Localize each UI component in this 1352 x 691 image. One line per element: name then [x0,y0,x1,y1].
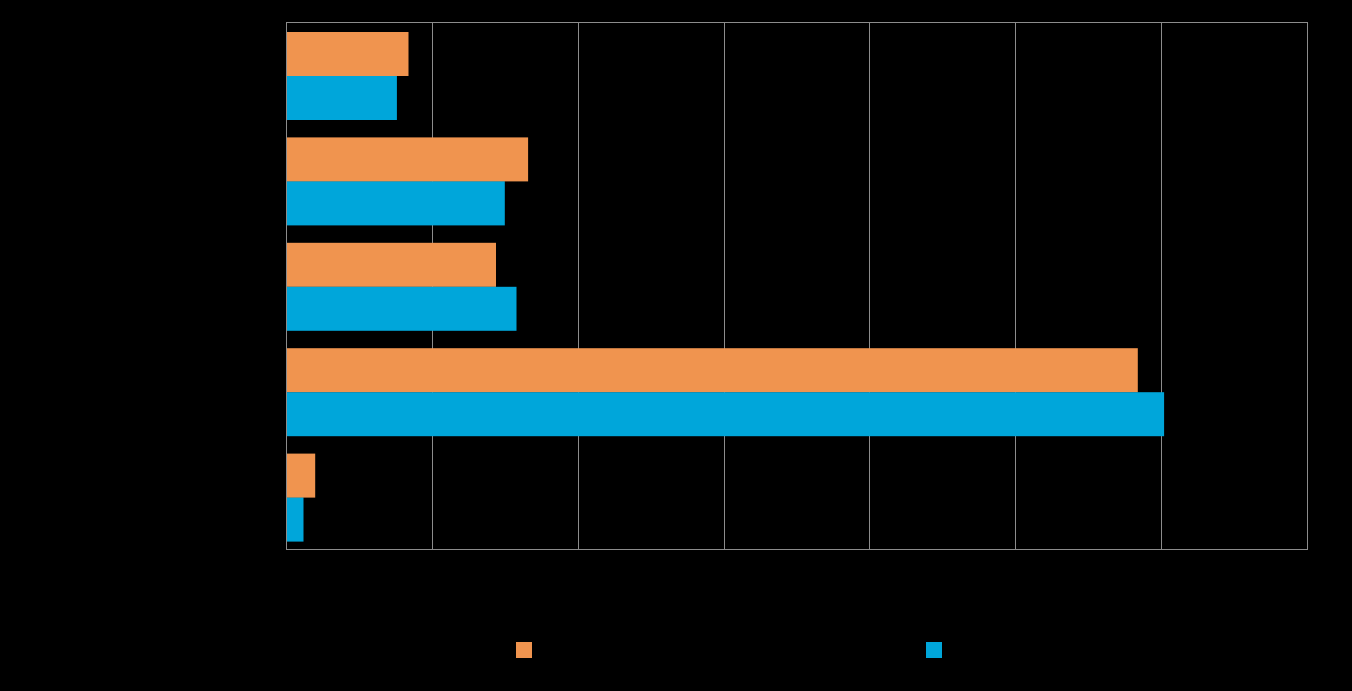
gridlines [432,22,1162,549]
bar-series-1-category-1 [287,32,409,76]
bar-series-2-category-2 [287,181,505,226]
bar-series-2-category-3 [287,286,517,331]
plot-frame [286,22,1308,550]
legend-item-series-1 [516,642,540,658]
legend [0,642,1352,662]
bar-series-1-category-5 [287,453,316,498]
bar-series-1-category-4 [287,348,1138,393]
legend-swatch-series-2 [926,642,942,658]
legend-swatch-series-1 [516,642,532,658]
bars [287,32,1165,542]
bar-series-2-category-5 [287,497,304,542]
bar-series-1-category-3 [287,242,496,287]
legend-item-series-2 [926,642,950,658]
bar-series-1-category-2 [287,137,529,182]
bar-series-2-category-1 [287,76,397,120]
bar-series-2-category-4 [287,392,1165,437]
